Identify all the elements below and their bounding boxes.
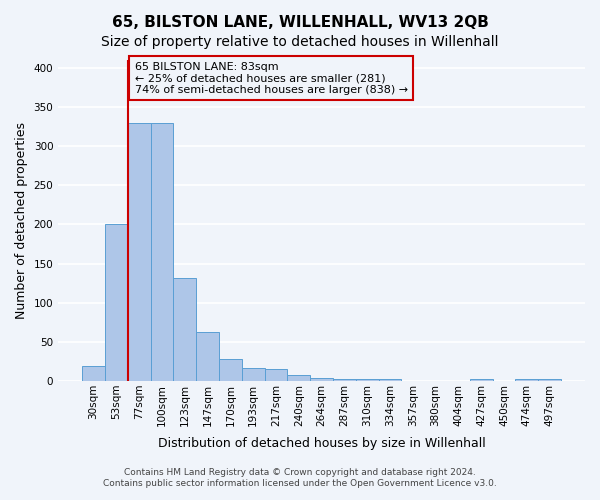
Bar (196, 332, 219, 381)
Bar (219, 359, 242, 381)
Text: 65, BILSTON LANE, WILLENHALL, WV13 2QB: 65, BILSTON LANE, WILLENHALL, WV13 2QB (112, 15, 488, 30)
X-axis label: Distribution of detached houses by size in Willenhall: Distribution of detached houses by size … (158, 437, 485, 450)
Bar (173, 278, 196, 381)
Bar (310, 378, 333, 381)
Bar (538, 378, 561, 381)
Bar (242, 368, 265, 381)
Bar (128, 122, 151, 381)
Bar (265, 369, 287, 381)
Bar (515, 378, 538, 381)
Y-axis label: Number of detached properties: Number of detached properties (15, 122, 28, 319)
Bar (105, 224, 128, 381)
Bar (287, 374, 310, 381)
Bar (333, 378, 356, 381)
Bar (470, 378, 493, 381)
Text: Contains HM Land Registry data © Crown copyright and database right 2024.
Contai: Contains HM Land Registry data © Crown c… (103, 468, 497, 487)
Bar (82, 366, 105, 381)
Text: Size of property relative to detached houses in Willenhall: Size of property relative to detached ho… (101, 35, 499, 49)
Bar (151, 122, 173, 381)
Text: 65 BILSTON LANE: 83sqm
← 25% of detached houses are smaller (281)
74% of semi-de: 65 BILSTON LANE: 83sqm ← 25% of detached… (134, 62, 407, 95)
Bar (379, 378, 401, 381)
Bar (356, 378, 379, 381)
